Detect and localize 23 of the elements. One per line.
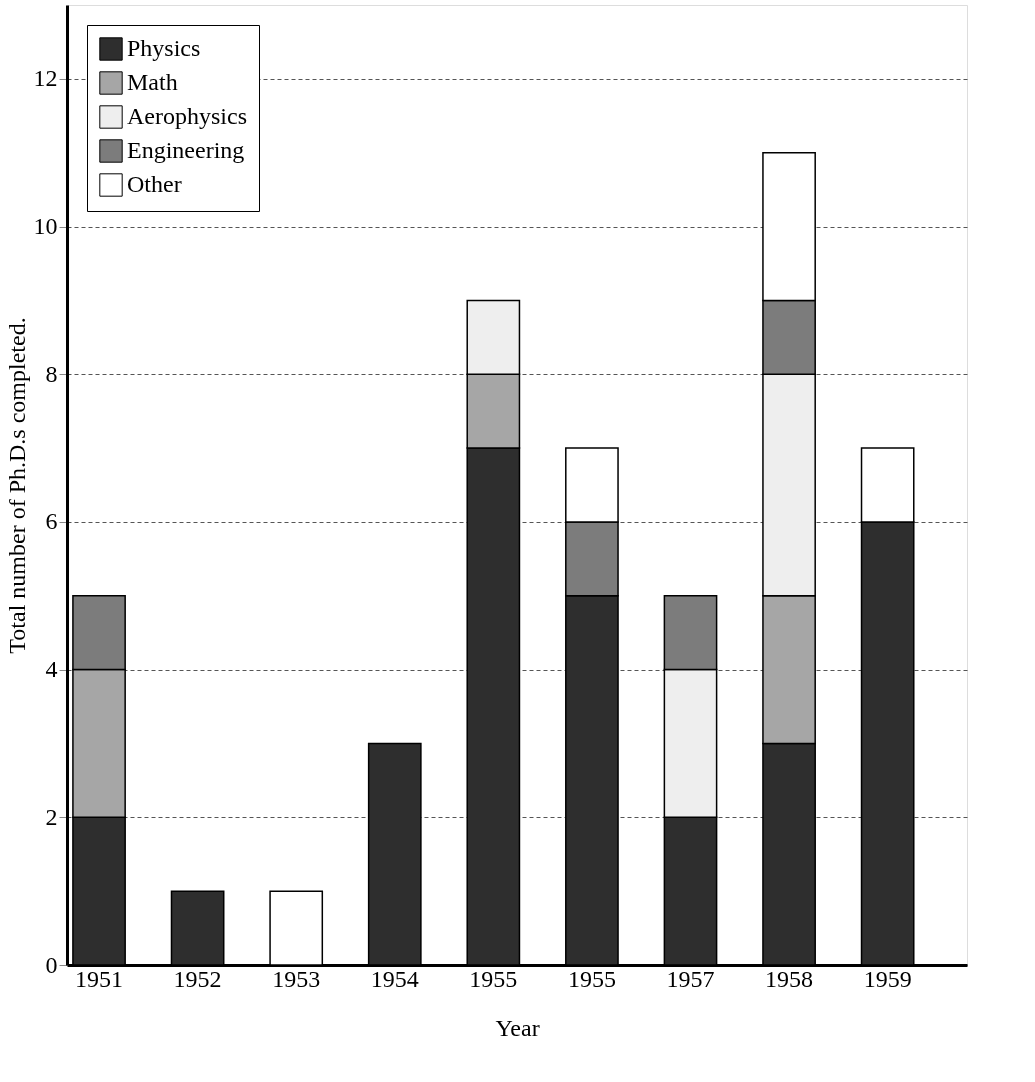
x-tick-label: 1958	[765, 965, 814, 992]
y-tick-label: 10	[33, 213, 58, 240]
x-tick-label: 1951	[75, 965, 124, 992]
legend-label: Aerophysics	[127, 103, 247, 129]
y-tick-label: 4	[45, 656, 58, 683]
legend-label: Other	[127, 171, 182, 197]
y-tick-label: 0	[45, 951, 58, 978]
x-tick-label: 1959	[863, 965, 912, 992]
x-tick-label: 1952	[173, 965, 222, 992]
legend-label: Engineering	[127, 137, 245, 163]
y-tick-label: 2	[45, 803, 58, 830]
x-tick-label: 1955	[469, 965, 518, 992]
legend-label: Physics	[127, 35, 201, 61]
x-tick-label: 1953	[272, 965, 321, 992]
y-tick-label: 6	[45, 508, 58, 535]
x-tick-label: 1957	[666, 965, 715, 992]
y-tick-label: 12	[33, 65, 58, 92]
x-axis-title: Year	[495, 1014, 540, 1041]
x-tick-label: 1954	[370, 965, 419, 992]
legend-label: Math	[127, 69, 178, 95]
y-tick-label: 8	[45, 360, 58, 387]
x-tick-label: 1955	[567, 965, 616, 992]
y-axis-title: Total number of Ph.D.s completed.	[3, 317, 30, 654]
